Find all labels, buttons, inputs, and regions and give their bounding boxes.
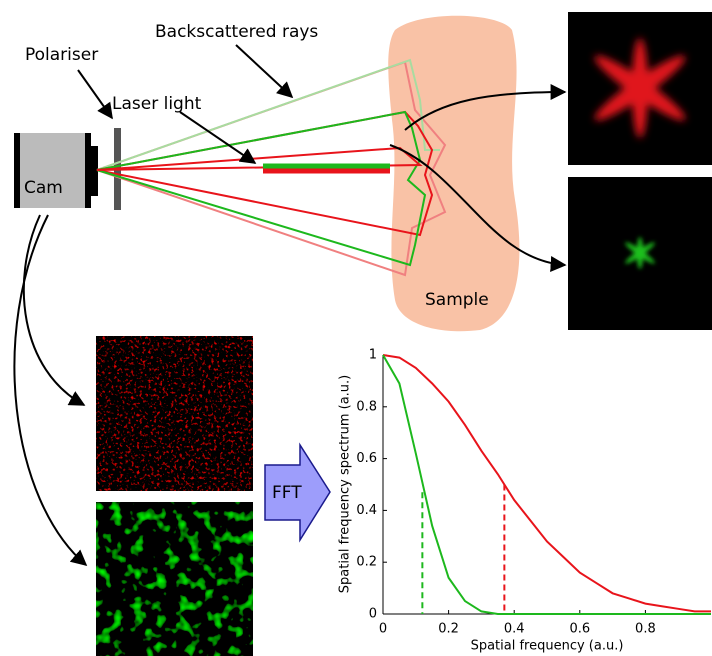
y-tick-label: 0.8 [356,399,377,414]
label: Cam [24,178,63,198]
y-tick-label: 0.2 [356,555,377,570]
y-tick-label: 0.6 [356,451,377,466]
camera-edge [14,133,20,208]
arrow [236,45,292,97]
label: Laser light [112,94,202,114]
y-axis-label: Spatial frequency spectrum (a.u.) [338,375,353,594]
green-speckle [96,502,253,656]
chart: Spatial frequency (a.u.) Spatial frequen… [338,348,712,654]
arrow [24,215,84,405]
x-tick-label: 0.4 [504,622,525,637]
x-tick-label: 0.8 [635,622,656,637]
x-tick-label: 0 [379,622,387,637]
red-speckle [96,336,253,491]
camera-edge [85,133,91,208]
page: Backscattered rays Polariser Laser light… [0,0,712,656]
label: Backscattered rays [155,22,318,42]
line-series [383,355,711,611]
figure: Backscattered rays Polariser Laser light… [0,0,712,656]
y-tick-label: 1 [369,348,377,363]
label: Sample [425,290,489,310]
label: FFT [272,483,302,503]
arrow [78,70,112,118]
x-tick-label: 0.2 [438,622,459,637]
y-tick-label: 0 [369,607,377,622]
x-axis-label: Spatial frequency (a.u.) [471,639,624,654]
sample [388,16,519,332]
label: Polariser [25,45,98,65]
ray [97,112,425,265]
x-tick-label: 0.6 [569,622,590,637]
y-tick-label: 0.4 [356,503,377,518]
line-series [383,355,711,614]
